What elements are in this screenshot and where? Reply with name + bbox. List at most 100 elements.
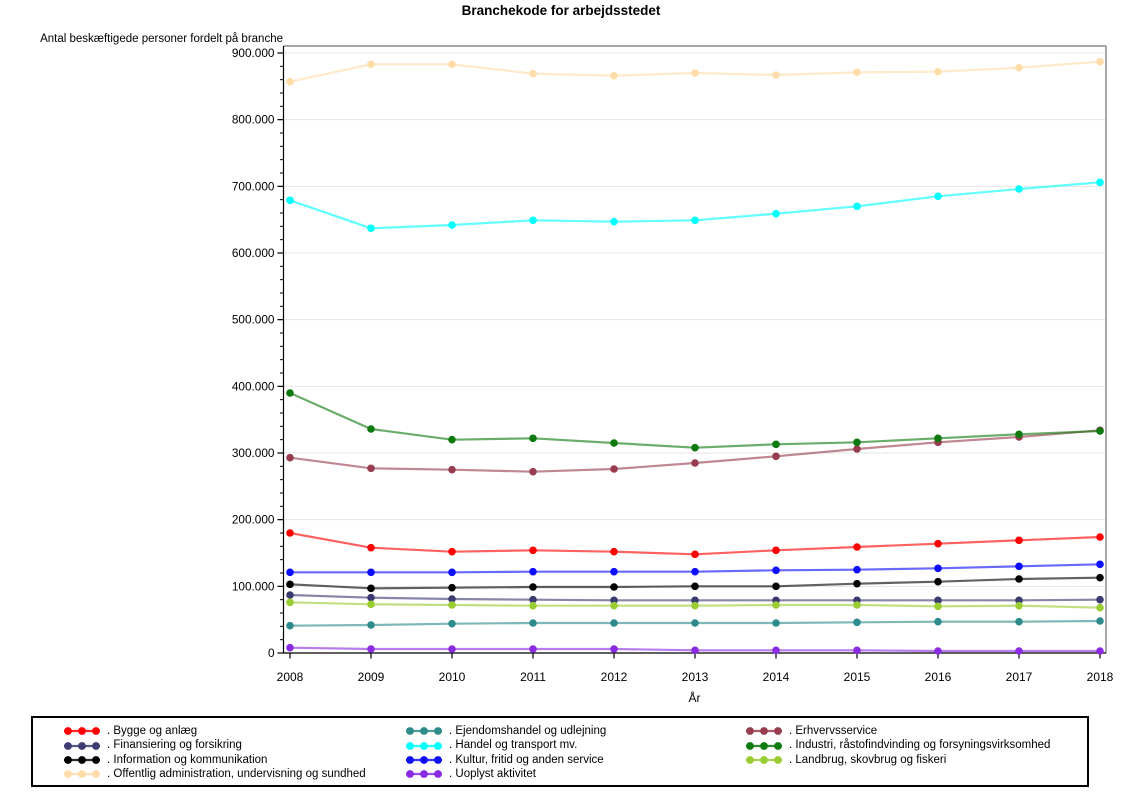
data-point-kultur-fritid-og-anden-service-2009 <box>367 568 375 577</box>
data-point-industri-rastofindvinding-og-forsyningsvirksomhed-2012 <box>610 439 618 447</box>
data-point-landbrug-skovbrug-og-fiskeri-2017 <box>1015 601 1023 610</box>
data-point-information-og-kommunikation-2008 <box>286 580 294 589</box>
data-point-information-og-kommunikation-2010 <box>448 583 456 592</box>
data-point-offentlig-administration-undervisning-og-sundhed-2008 <box>286 77 294 86</box>
y-tick-label: 600.000 <box>232 246 275 260</box>
data-point-industri-rastofindvinding-og-forsyningsvirksomhed-2018 <box>1096 427 1104 435</box>
data-point-uoplyst-aktivitet-2011 <box>529 645 537 653</box>
data-point-kultur-fritid-og-anden-service-2018 <box>1096 560 1104 569</box>
data-point-bygge-og-anlaeg-2011 <box>529 546 537 555</box>
data-point-landbrug-skovbrug-og-fiskeri-2018 <box>1096 603 1104 612</box>
data-point-industri-rastofindvinding-og-forsyningsvirksomhed-2015 <box>853 438 861 447</box>
data-point-information-og-kommunikation-2011 <box>529 583 537 591</box>
legend-item-landbrug-skovbrug-og-fiskeri: . Landbrug, skovbrug og fiskeri <box>745 753 1087 767</box>
plot-area: 0 100.000 200.000 300.000 400.000 500.000 600.… <box>232 45 1114 684</box>
legend-marker-icon <box>64 756 100 764</box>
legend-label: . Uoplyst aktivitet <box>449 768 536 781</box>
data-point-finansiering-og-forsikring-2009 <box>367 593 375 602</box>
chart-title: Branchekode for arbejdsstedet <box>461 3 661 18</box>
legend-label: . Kultur, fritid og anden service <box>449 753 604 766</box>
data-point-information-og-kommunikation-2012 <box>610 583 618 591</box>
data-point-ejendomshandel-og-udlejning-2009 <box>367 621 375 629</box>
data-point-industri-rastofindvinding-og-forsyningsvirksomhed-2010 <box>448 435 456 444</box>
data-point-information-og-kommunikation-2013 <box>691 582 699 591</box>
legend-marker-icon <box>406 770 442 779</box>
legend-marker-icon <box>746 741 782 750</box>
data-point-landbrug-skovbrug-og-fiskeri-2016 <box>934 602 942 611</box>
legend-marker-icon <box>64 770 100 779</box>
legend-label: . Handel og transport mv. <box>449 739 578 752</box>
data-point-offentlig-administration-undervisning-og-sundhed-2017 <box>1015 63 1023 72</box>
legend-marker-icon <box>406 741 442 750</box>
data-point-industri-rastofindvinding-og-forsyningsvirksomhed-2011 <box>529 434 537 443</box>
data-point-bygge-og-anlaeg-2012 <box>610 547 618 556</box>
data-point-handel-og-transport-mv-2017 <box>1015 185 1023 193</box>
data-point-kultur-fritid-og-anden-service-2017 <box>1015 562 1023 571</box>
data-point-handel-og-transport-mv-2010 <box>448 221 456 229</box>
data-point-offentlig-administration-undervisning-og-sundhed-2016 <box>934 67 942 76</box>
legend-marker-icon <box>746 727 782 736</box>
legend-item-handel-og-transport-mv: . Handel og transport mv. <box>405 738 745 752</box>
legend-item-offentlig-administration-undervisning-og-sundhed: . Offentlig administration, undervisning… <box>63 767 405 781</box>
data-point-finansiering-og-forsikring-2018 <box>1096 595 1104 604</box>
data-point-industri-rastofindvinding-og-forsyningsvirksomhed-2013 <box>691 443 699 452</box>
data-point-erhvervsservice-2014 <box>772 452 780 461</box>
y-tick-label: 700.000 <box>232 179 275 193</box>
legend-item-finansiering-og-forsikring: . Finansiering og forsikring <box>63 738 405 752</box>
data-point-landbrug-skovbrug-og-fiskeri-2009 <box>367 600 375 609</box>
data-point-kultur-fritid-og-anden-service-2015 <box>853 565 861 574</box>
legend-label: . Offentlig administration, undervisning… <box>107 768 366 781</box>
legend-label: . Information og kommunikation <box>107 753 268 766</box>
legend-item-industri-rastofindvinding-og-forsyningsvirksomhed: . Industri, råstofindvinding og forsynin… <box>745 738 1087 752</box>
x-axis-label: År <box>688 691 701 705</box>
data-point-landbrug-skovbrug-og-fiskeri-2012 <box>610 601 618 610</box>
data-point-erhvervsservice-2013 <box>691 459 699 467</box>
legend-label: . Erhvervsservice <box>789 725 878 737</box>
data-point-handel-og-transport-mv-2012 <box>610 217 618 226</box>
data-point-industri-rastofindvinding-og-forsyningsvirksomhed-2009 <box>367 425 375 433</box>
data-point-offentlig-administration-undervisning-og-sundhed-2014 <box>772 71 780 79</box>
legend-label: . Bygge og anlæg <box>107 725 198 737</box>
data-point-finansiering-og-forsikring-2013 <box>691 596 699 605</box>
legend-label: . Ejendomshandel og udlejning <box>449 725 607 737</box>
legend: . Bygge og anlæg . Ejendomshandel og udle… <box>31 716 1089 787</box>
data-point-ejendomshandel-og-udlejning-2012 <box>610 619 618 627</box>
data-point-uoplyst-aktivitet-2017 <box>1015 647 1023 655</box>
data-point-bygge-og-anlaeg-2016 <box>934 539 942 548</box>
data-point-offentlig-administration-undervisning-og-sundhed-2015 <box>853 68 861 77</box>
data-point-offentlig-administration-undervisning-og-sundhed-2011 <box>529 69 537 78</box>
data-point-finansiering-og-forsikring-2012 <box>610 596 618 605</box>
data-point-ejendomshandel-og-udlejning-2016 <box>934 617 942 626</box>
data-point-landbrug-skovbrug-og-fiskeri-2014 <box>772 601 780 609</box>
data-point-landbrug-skovbrug-og-fiskeri-2015 <box>853 601 861 609</box>
legend-label: . Industri, råstofindvinding og forsynin… <box>789 739 1051 752</box>
data-point-bygge-og-anlaeg-2008 <box>286 529 294 537</box>
y-tick-label: 500.000 <box>232 313 275 327</box>
x-tick-label-2013: 2013 <box>682 670 709 684</box>
data-point-landbrug-skovbrug-og-fiskeri-2013 <box>691 601 699 610</box>
x-tick-label-2015: 2015 <box>844 670 871 684</box>
data-point-handel-og-transport-mv-2014 <box>772 209 780 218</box>
data-point-erhvervsservice-2010 <box>448 465 456 474</box>
data-point-erhvervsservice-2008 <box>286 453 294 462</box>
data-point-uoplyst-aktivitet-2010 <box>448 645 456 653</box>
data-point-finansiering-og-forsikring-2016 <box>934 596 942 605</box>
data-point-bygge-og-anlaeg-2017 <box>1015 536 1023 545</box>
legend-item-information-og-kommunikation: . Information og kommunikation <box>63 753 405 767</box>
data-point-ejendomshandel-og-udlejning-2015 <box>853 618 861 627</box>
legend-marker-icon <box>406 727 442 736</box>
data-point-ejendomshandel-og-udlejning-2014 <box>772 619 780 627</box>
data-point-uoplyst-aktivitet-2012 <box>610 645 618 653</box>
data-point-offentlig-administration-undervisning-og-sundhed-2009 <box>367 60 375 69</box>
data-point-kultur-fritid-og-anden-service-2013 <box>691 567 699 576</box>
x-tick-label-2010: 2010 <box>439 670 466 684</box>
data-point-handel-og-transport-mv-2018 <box>1096 178 1104 187</box>
data-point-handel-og-transport-mv-2009 <box>367 224 375 233</box>
data-point-bygge-og-anlaeg-2013 <box>691 550 699 559</box>
data-point-bygge-og-anlaeg-2015 <box>853 543 861 551</box>
y-tick-label: 800.000 <box>232 113 275 127</box>
data-point-finansiering-og-forsikring-2011 <box>529 595 537 604</box>
data-point-erhvervsservice-2011 <box>529 467 537 476</box>
data-point-uoplyst-aktivitet-2014 <box>772 646 780 655</box>
data-point-kultur-fritid-og-anden-service-2010 <box>448 568 456 577</box>
